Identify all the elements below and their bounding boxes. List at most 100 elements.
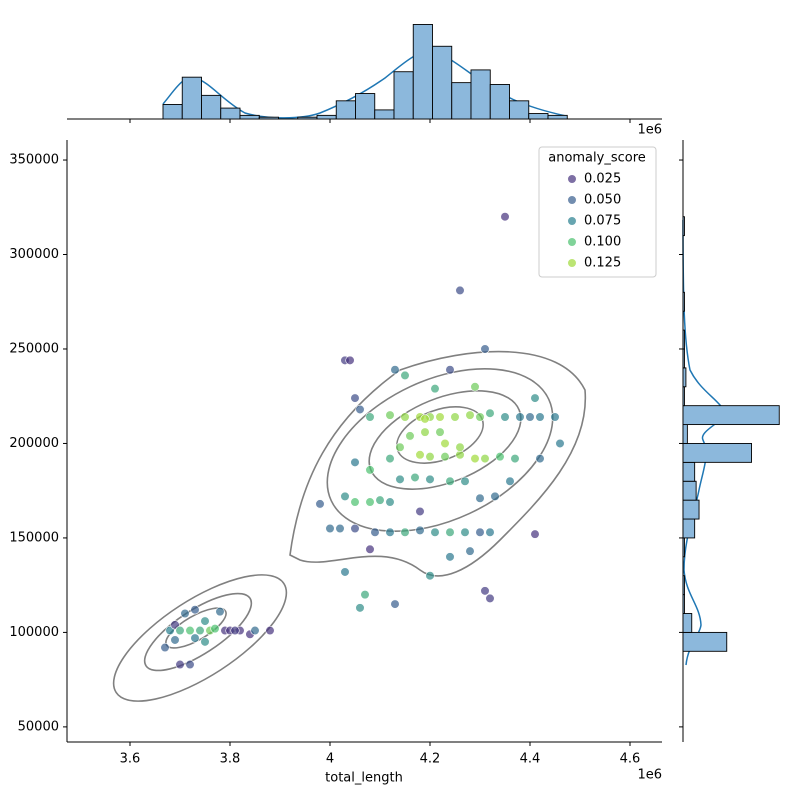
scatter-point: [215, 607, 225, 617]
x-hist-bar: [432, 45, 453, 120]
scatter-point: [510, 453, 520, 464]
x-hist-bar: [181, 76, 202, 120]
x-offset-label-top: 1e6: [637, 123, 662, 138]
y-tick-label: 200000: [9, 436, 59, 451]
x-hist-bar: [316, 114, 337, 120]
legend-label: 0.075: [584, 214, 621, 229]
scatter-point: [400, 527, 410, 537]
y-hist-bar: [682, 594, 685, 614]
x-hist-bar: [470, 69, 491, 120]
legend-title: anomaly_score: [548, 151, 646, 166]
x-hist-bar: [547, 114, 568, 120]
y-hist-bar: [682, 291, 685, 312]
scatter-point: [535, 412, 545, 422]
x-tick-label: 4.4: [520, 752, 541, 767]
scatter-point: [500, 212, 510, 222]
scatter-point: [470, 453, 480, 464]
scatter-point: [480, 344, 490, 354]
scatter-point: [195, 625, 205, 636]
y-tick-label: 100000: [9, 625, 59, 640]
scatter-point: [355, 603, 365, 613]
scatter-point: [465, 546, 475, 556]
scatter-point: [455, 285, 465, 296]
y-hist-bar: [682, 631, 728, 652]
legend-marker: [567, 195, 577, 205]
scatter-point: [400, 370, 410, 381]
scatter-point: [365, 465, 375, 475]
scatter-point: [350, 497, 360, 507]
x-tick-label: 4: [326, 752, 334, 767]
y-hist-bar: [682, 405, 780, 426]
scatter-point: [425, 571, 435, 581]
y-hist-bar: [682, 386, 685, 407]
x-hist-bar: [451, 82, 472, 120]
scatter-point: [535, 453, 545, 464]
scatter-point: [400, 412, 410, 422]
x-offset-label: 1e6: [637, 768, 662, 783]
x-hist-bar: [374, 109, 395, 120]
scatter-point: [420, 414, 430, 424]
x-tick-label: 4.6: [620, 752, 641, 767]
scatter-point: [445, 527, 455, 537]
scatter-point: [425, 452, 435, 462]
scatter-point: [415, 525, 425, 535]
scatter-point: [185, 659, 195, 670]
scatter-point: [265, 625, 275, 636]
scatter-point: [460, 476, 470, 486]
y-hist-bar: [682, 480, 697, 501]
scatter-point: [450, 412, 460, 422]
y-hist-bar: [682, 537, 685, 558]
y-hist-bar: [682, 348, 685, 369]
scatter-point: [500, 412, 510, 422]
scatter-point: [365, 544, 375, 554]
legend-label: 0.100: [584, 235, 621, 250]
x-hist-bar: [509, 100, 530, 120]
scatter-point: [210, 624, 220, 634]
scatter-point: [445, 476, 455, 486]
scatter-point: [465, 410, 475, 420]
y-hist-bar: [682, 367, 687, 388]
x-hist-bar: [297, 116, 318, 120]
x-hist-bar: [489, 84, 510, 120]
y-hist-bar: [682, 613, 693, 633]
scatter-point: [230, 625, 240, 636]
scatter-point: [385, 527, 395, 537]
scatter-point: [315, 499, 325, 509]
x-tick-label: 4.2: [420, 752, 441, 767]
scatter-point: [445, 552, 455, 562]
scatter-point: [160, 642, 170, 653]
scatter-point: [485, 527, 495, 537]
scatter-point: [185, 625, 195, 636]
y-tick-label: 150000: [9, 530, 59, 545]
scatter-point: [345, 355, 355, 365]
scatter-point: [350, 457, 360, 467]
scatter-point: [425, 474, 435, 484]
scatter-point: [350, 393, 360, 403]
scatter-point: [180, 608, 190, 619]
y-hist-bar: [682, 499, 700, 520]
scatter-point: [420, 427, 430, 437]
legend-marker: [567, 258, 577, 268]
scatter-point: [325, 523, 335, 534]
legend-marker: [567, 216, 577, 226]
x-hist-bar: [393, 71, 414, 120]
scatter-point: [335, 523, 345, 534]
scatter-point: [475, 493, 485, 503]
scatter-point: [175, 659, 185, 670]
scatter-point: [340, 567, 350, 577]
y-hist-bar: [682, 424, 688, 444]
scatter-point: [480, 586, 490, 596]
scatter-point: [455, 442, 465, 452]
x-hist-bar: [201, 94, 222, 120]
scatter-point: [485, 408, 495, 418]
x-hist-bar: [528, 113, 549, 120]
scatter-point: [175, 625, 185, 636]
scatter-point: [190, 633, 200, 643]
scatter-point: [395, 442, 405, 452]
x-hist-bar: [412, 24, 433, 120]
scatter-point: [350, 523, 360, 534]
scatter-point: [390, 365, 400, 375]
scatter-point: [445, 365, 455, 375]
scatter-point: [200, 616, 210, 626]
scatter-point: [405, 431, 415, 441]
